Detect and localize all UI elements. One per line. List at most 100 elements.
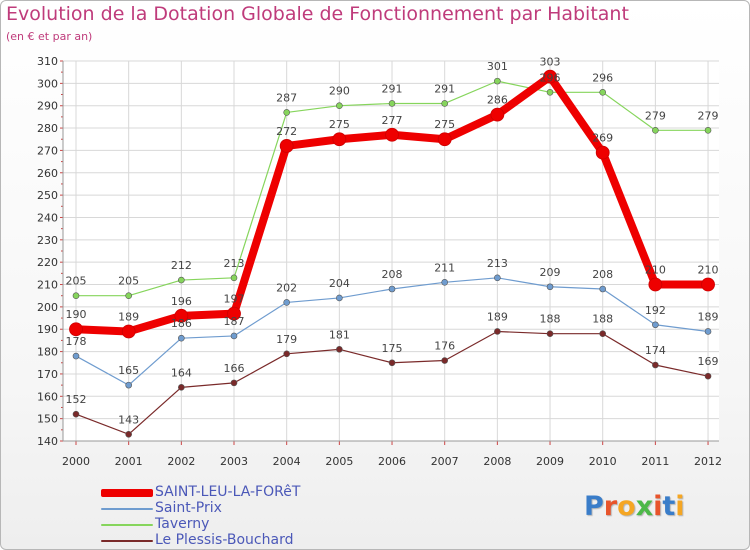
data-label: 303 — [540, 56, 561, 69]
data-label: 188 — [540, 313, 561, 326]
logo-letter: P — [584, 491, 604, 522]
legend-label: Le Plessis-Bouchard — [155, 532, 294, 548]
legend-swatch — [101, 508, 153, 510]
data-label: 279 — [698, 109, 719, 122]
data-label: 286 — [487, 94, 508, 107]
data-point — [441, 278, 448, 286]
data-point — [494, 77, 501, 85]
data-label: 189 — [118, 310, 139, 323]
logo-letter: t — [662, 491, 676, 522]
data-point — [599, 330, 607, 338]
y-tick-label: 280 — [37, 122, 58, 135]
data-label: 196 — [171, 295, 192, 308]
data-point — [336, 102, 343, 110]
data-label: 208 — [382, 268, 403, 281]
y-tick-label: 240 — [37, 211, 58, 224]
data-point — [178, 276, 185, 284]
data-point — [230, 332, 238, 340]
data-point — [543, 69, 557, 84]
data-point — [648, 277, 663, 292]
data-point — [125, 292, 132, 300]
data-label: 275 — [434, 118, 455, 131]
data-point — [388, 359, 396, 367]
y-tick-label: 140 — [37, 435, 58, 448]
data-label: 210 — [645, 264, 666, 277]
logo-letter: x — [635, 491, 654, 522]
data-point — [652, 321, 659, 329]
data-label: 291 — [434, 82, 455, 95]
data-point — [546, 283, 554, 291]
data-point — [490, 107, 505, 122]
y-tick-label: 220 — [37, 256, 58, 269]
x-tick-label: 2012 — [694, 455, 722, 468]
y-tick-label: 200 — [37, 301, 58, 314]
y-tick-label: 250 — [37, 189, 58, 202]
data-point — [388, 285, 396, 293]
chart-subtitle: (en € et par an) — [6, 30, 93, 43]
data-point — [227, 306, 241, 321]
y-tick-label: 270 — [37, 144, 58, 157]
data-point — [701, 277, 715, 292]
legend-swatch — [101, 489, 153, 497]
data-label: 287 — [276, 91, 297, 104]
x-tick-label: 2000 — [62, 455, 90, 468]
y-tick-label: 230 — [37, 234, 58, 247]
data-point — [283, 109, 290, 116]
legend-swatch — [101, 540, 153, 542]
data-point — [332, 132, 347, 147]
data-label: 152 — [66, 393, 87, 406]
x-tick-label: 2002 — [167, 455, 195, 468]
logo-letter: r — [603, 491, 618, 522]
data-point — [385, 127, 399, 142]
data-label: 209 — [540, 266, 561, 279]
data-label: 205 — [118, 275, 139, 288]
data-point — [441, 357, 448, 364]
data-label: 290 — [329, 85, 350, 98]
data-point — [230, 274, 238, 282]
data-point — [494, 328, 501, 335]
y-tick-label: 290 — [37, 100, 58, 113]
data-label: 166 — [224, 362, 245, 375]
proxiti-logo: Proxiti — [584, 491, 685, 522]
y-tick-label: 210 — [37, 279, 58, 292]
legend-label: Saint-Prix — [155, 500, 222, 516]
data-point — [283, 299, 290, 306]
y-tick-label: 150 — [37, 413, 58, 426]
data-label: 275 — [329, 118, 350, 131]
data-label: 202 — [276, 281, 297, 294]
data-label: 213 — [224, 257, 245, 270]
y-tick-label: 160 — [37, 390, 58, 403]
data-point — [652, 126, 659, 134]
data-label: 174 — [645, 344, 666, 357]
data-label: 272 — [276, 125, 297, 138]
data-label: 176 — [434, 340, 455, 353]
data-label: 208 — [592, 268, 613, 281]
data-label: 277 — [382, 114, 403, 127]
data-point — [388, 100, 396, 107]
data-label: 211 — [434, 261, 455, 274]
x-tick-label: 2011 — [641, 455, 669, 468]
data-label: 279 — [645, 109, 666, 122]
data-point — [121, 324, 136, 339]
data-label: 169 — [698, 355, 719, 368]
data-label: 269 — [592, 132, 613, 145]
data-point — [283, 350, 290, 358]
data-label: 291 — [382, 82, 403, 95]
data-point — [72, 410, 80, 418]
data-label: 187 — [224, 315, 245, 328]
data-point — [652, 361, 659, 369]
data-label: 301 — [487, 60, 508, 73]
plot-area — [63, 61, 719, 441]
data-point — [704, 126, 712, 134]
data-label: 143 — [118, 413, 139, 426]
data-label: 179 — [276, 333, 297, 346]
data-point — [599, 88, 607, 96]
data-point — [494, 274, 501, 282]
data-point — [125, 430, 132, 438]
data-point — [704, 372, 712, 380]
data-label: 296 — [540, 71, 561, 84]
data-point — [599, 285, 607, 293]
data-label: 210 — [698, 264, 719, 277]
